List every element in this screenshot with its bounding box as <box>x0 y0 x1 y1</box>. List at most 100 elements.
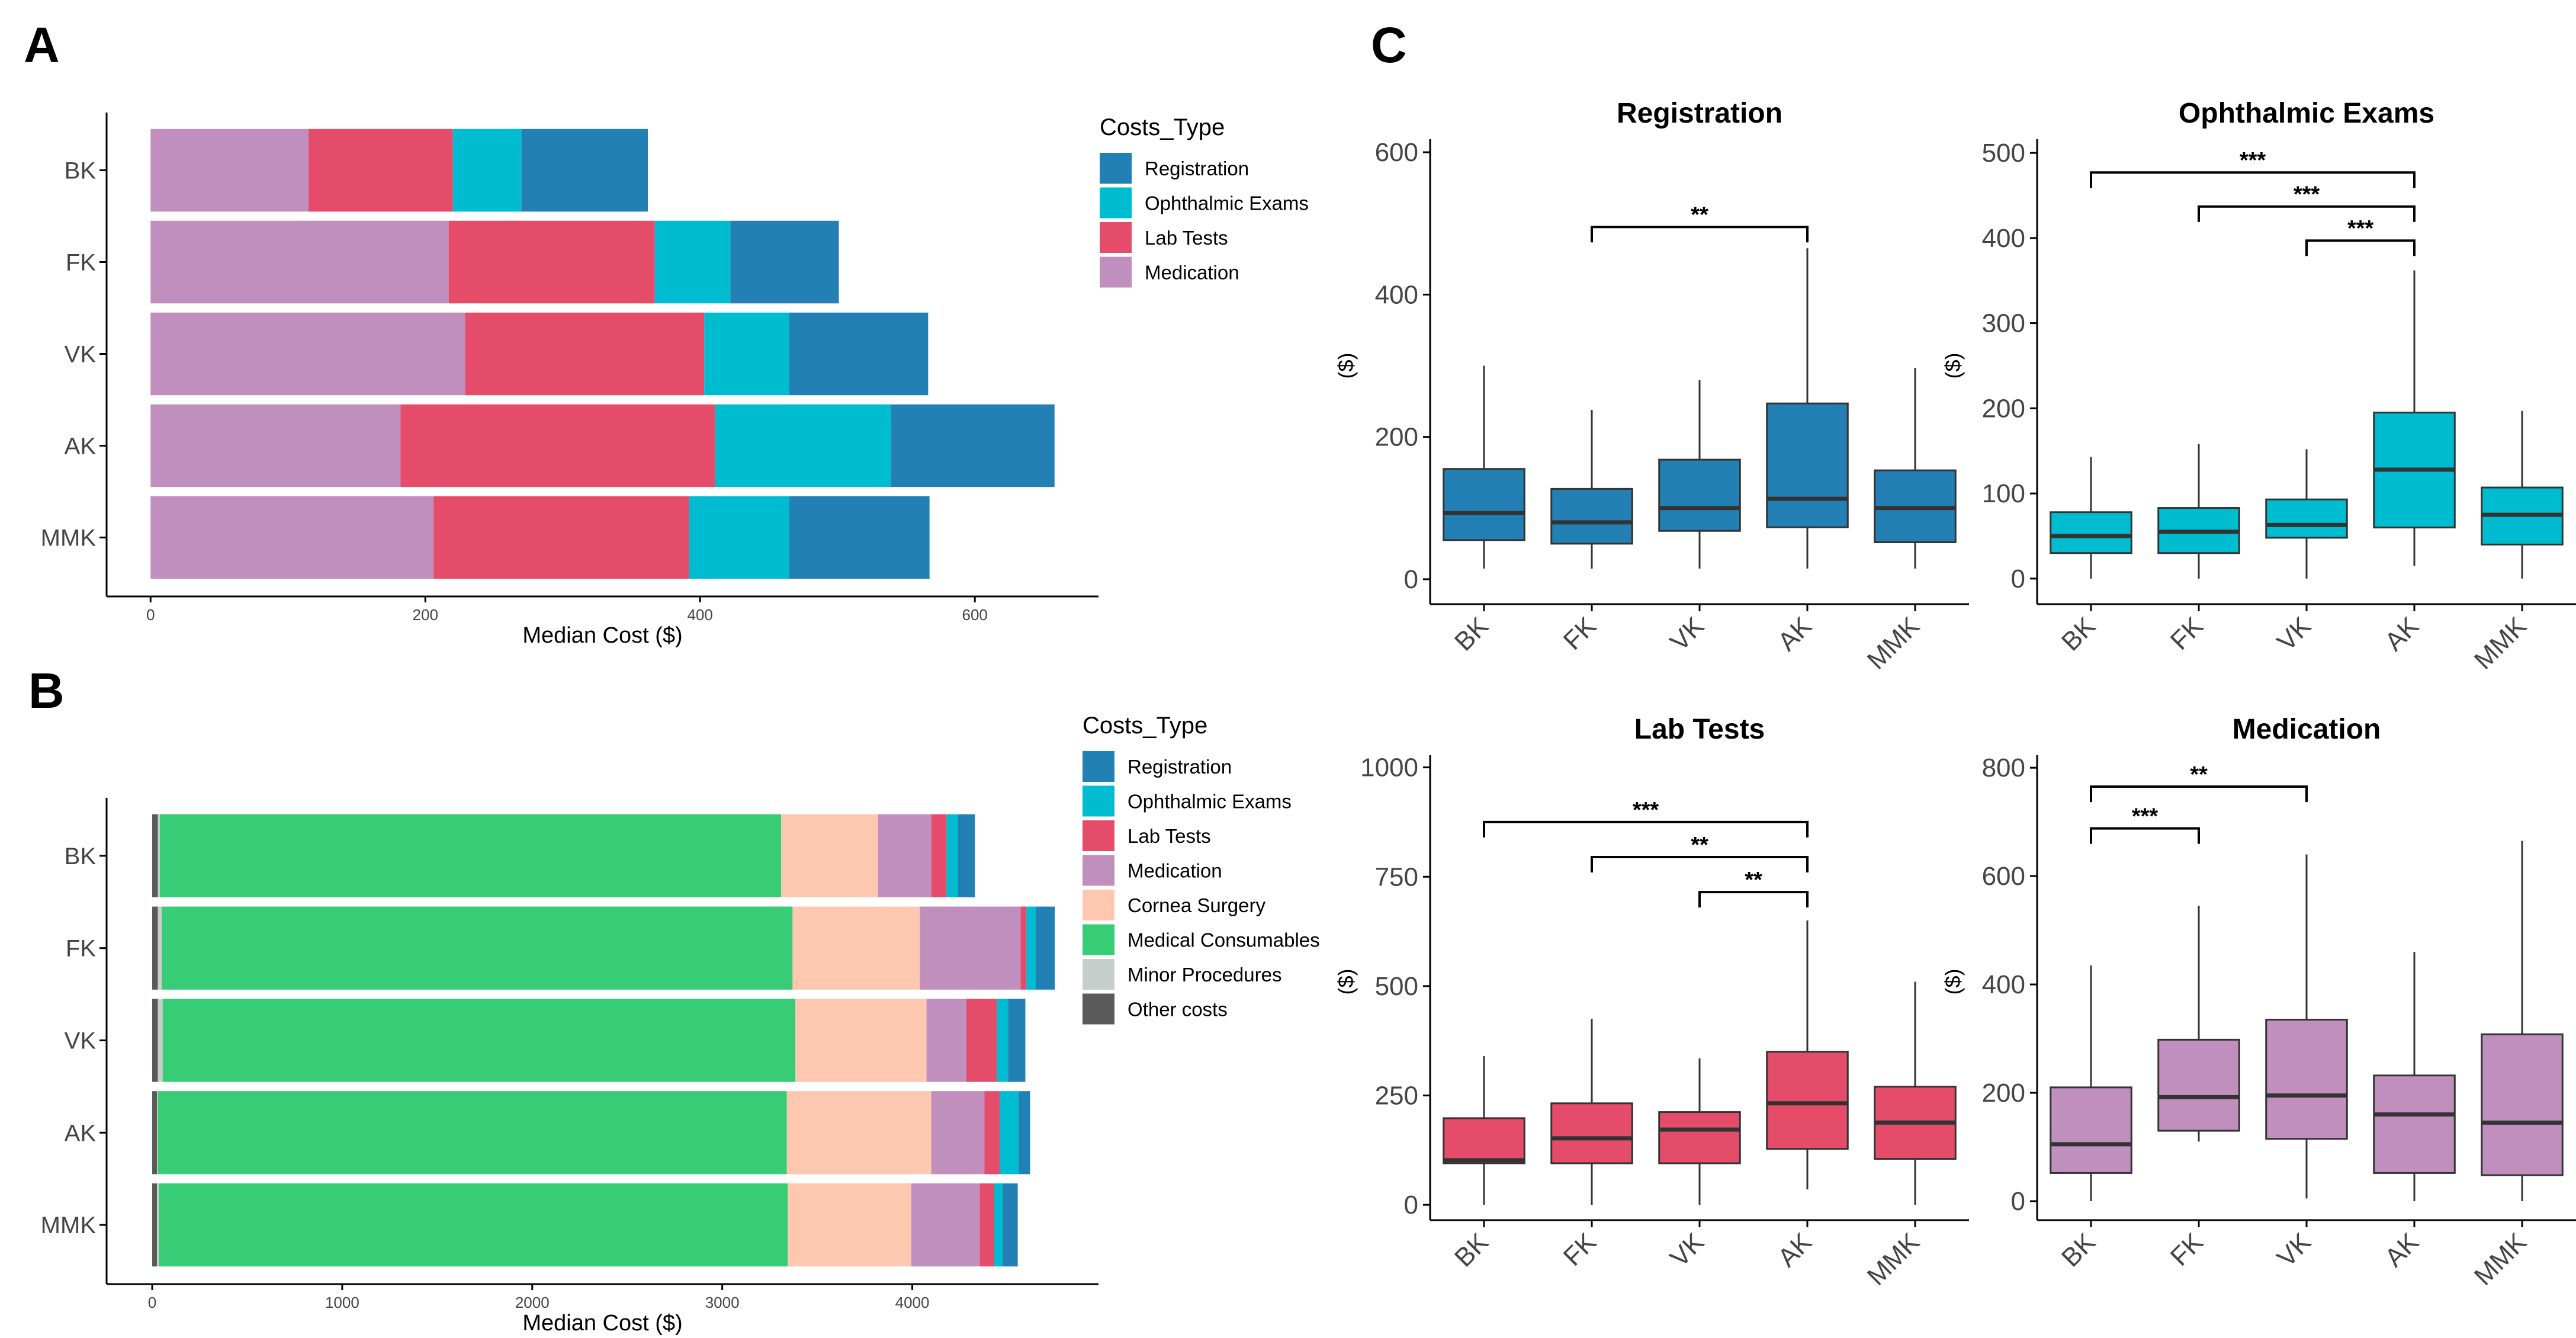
legend-label-lab-tests: Lab Tests <box>1145 227 1228 249</box>
box-ak <box>2373 1074 2456 1174</box>
y-tick-label-mmk: MMK <box>41 525 97 551</box>
x-tick-label: 3000 <box>705 1294 740 1311</box>
box-vk <box>1658 458 1741 532</box>
bar-mmk-lab-tests <box>979 1183 994 1267</box>
bar-ak-other-costs <box>152 1091 158 1175</box>
y-tick-label-ak: AK <box>65 434 97 460</box>
y-tick-label-bk: BK <box>65 843 97 869</box>
x-tick-label-vk: VK <box>1665 1227 1710 1272</box>
bar-fk-cornea-surgery <box>792 906 920 990</box>
bar-bk-cornea-surgery <box>781 814 878 898</box>
x-tick-label: 200 <box>413 606 438 624</box>
x-tick-label-mmk: MMK <box>2469 1227 2532 1291</box>
legend-key-ophthalmic-exams <box>1083 785 1114 817</box>
y-tick-label-vk: VK <box>65 342 97 368</box>
bar-vk-registration <box>789 312 929 396</box>
y-tick-label: 200 <box>1982 1079 2025 1108</box>
bar-ak-registration <box>1019 1091 1030 1175</box>
bar-bk-registration <box>521 129 648 212</box>
bar-ak-medication <box>150 404 401 487</box>
bar-fk-medication <box>150 220 449 304</box>
box-title-ophthalmic-exams: Ophthalmic Exams <box>2179 98 2434 129</box>
bar-ak-cornea-surgery <box>786 1091 932 1175</box>
box-bk <box>2050 1086 2132 1174</box>
x-tick-label-bk: BK <box>1449 611 1494 656</box>
bar-mmk-medication <box>911 1183 980 1267</box>
significance-label-fk-ak: *** <box>2294 182 2320 207</box>
bar-vk-ophthalmic-exams <box>704 312 790 396</box>
significance-bracket-vk-ak <box>1698 891 1809 908</box>
y-tick-label: 300 <box>1982 309 2025 338</box>
bar-ak-minor-procedures <box>157 1091 158 1175</box>
legend-label-registration: Registration <box>1128 756 1232 778</box>
bar-vk-other-costs <box>152 999 158 1082</box>
legend-label-ophthalmic-exams: Ophthalmic Exams <box>1145 192 1309 214</box>
significance-label-bk-vk: ** <box>2190 762 2208 787</box>
legend-key-medication <box>1083 855 1114 886</box>
bar-bk-other-costs <box>152 814 158 898</box>
significance-label-fk-ak: ** <box>1691 203 1708 227</box>
bar-bk-medical-consumables <box>159 814 782 898</box>
x-tick-label-vk: VK <box>2272 1227 2317 1272</box>
bar-ak-ophthalmic-exams <box>1000 1091 1019 1175</box>
y-tick-label: 0 <box>1404 565 1418 594</box>
legend-label-minor-procedures: Minor Procedures <box>1128 964 1281 986</box>
significance-label-vk-ak: *** <box>2347 216 2374 241</box>
bar-mmk-registration <box>1002 1183 1018 1267</box>
bar-ak-registration <box>891 404 1055 487</box>
y-tick-label-fk: FK <box>66 936 96 962</box>
x-tick-label-fk: FK <box>1558 611 1602 655</box>
significance-label-bk-ak: *** <box>1633 798 1659 823</box>
legend-key-medication <box>1100 256 1132 288</box>
bar-ak-lab-tests <box>984 1091 1000 1175</box>
y-tick-label: 400 <box>1982 224 2025 253</box>
x-tick-label: 2000 <box>515 1294 550 1311</box>
bar-mmk-lab-tests <box>433 496 689 579</box>
significance-bracket-vk-ak <box>2305 239 2416 256</box>
panel-letter-c: C <box>1371 17 1407 73</box>
legend-label-medication: Medication <box>1145 262 1239 284</box>
significance-label-fk-ak: ** <box>1691 833 1708 858</box>
x-axis-title: Median Cost ($) <box>522 1311 682 1336</box>
box-title-lab-tests: Lab Tests <box>1634 714 1765 745</box>
bar-fk-minor-procedures <box>158 906 162 990</box>
bar-bk-minor-procedures <box>158 814 160 898</box>
bar-fk-medical-consumables <box>162 906 793 990</box>
bar-vk-lab-tests <box>465 312 705 396</box>
box-ak <box>1766 1051 1849 1150</box>
x-tick-label-fk: FK <box>2165 611 2209 655</box>
chart-a-stacked-bar: BK FK VK AK MMK 0 200 400 600 Median Cost ($) Cost… <box>41 113 1309 648</box>
legend-label-medication: Medication <box>1128 860 1222 882</box>
y-tick-label: 800 <box>1982 753 2025 782</box>
y-tick-label: 600 <box>1982 862 2025 891</box>
bar-vk-medical-consumables <box>162 999 796 1082</box>
y-tick-label: 0 <box>2011 1187 2025 1216</box>
bar-vk-lab-tests <box>966 999 997 1082</box>
legend-key-ophthalmic-exams <box>1100 187 1132 219</box>
y-tick-label: 750 <box>1375 862 1418 891</box>
bar-vk-cornea-surgery <box>795 999 927 1082</box>
x-tick-label-fk: FK <box>1558 1227 1602 1271</box>
bar-mmk-other-costs <box>152 1183 158 1267</box>
x-tick-label-mmk: MMK <box>1862 1227 1925 1291</box>
y-tick-label: 400 <box>1982 970 2025 999</box>
bar-mmk-medication <box>150 496 434 579</box>
legend-title: Costs_Type <box>1100 114 1225 140</box>
bar-vk-registration <box>1008 999 1026 1082</box>
significance-bracket-fk-ak <box>1591 856 1809 873</box>
box-ak <box>1766 402 1849 528</box>
x-tick-label-fk: FK <box>2165 1227 2209 1271</box>
significance-label-bk-fk: *** <box>2132 804 2159 829</box>
legend-label-ophthalmic-exams: Ophthalmic Exams <box>1128 791 1292 813</box>
box-vk <box>2265 1019 2348 1140</box>
bar-ak-ophthalmic-exams <box>715 404 891 487</box>
bar-ak-medical-consumables <box>158 1091 787 1175</box>
y-axis-title: ($) <box>1941 353 1965 379</box>
x-tick-label-bk: BK <box>2056 611 2101 656</box>
bar-fk-registration <box>1036 906 1055 990</box>
significance-label-bk-ak: *** <box>2240 148 2266 173</box>
bar-fk-lab-tests <box>448 220 655 304</box>
legend-label-medical-consumables: Medical Consumables <box>1128 929 1320 951</box>
bar-mmk-medical-consumables <box>159 1183 788 1267</box>
